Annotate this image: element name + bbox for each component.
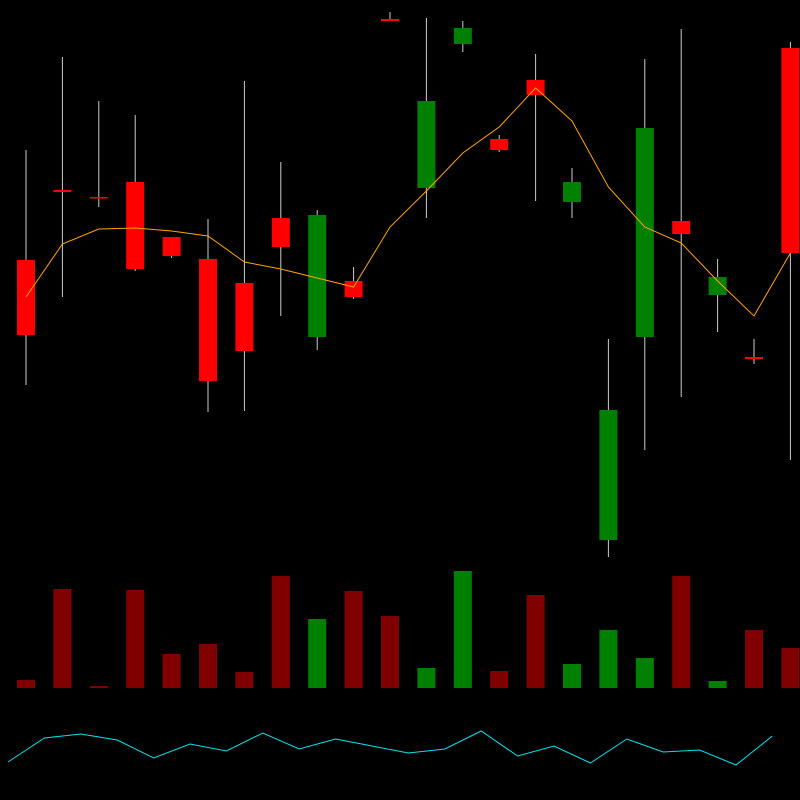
volume-bar (453, 571, 472, 688)
volume-bar (162, 654, 181, 688)
moving-average (25, 87, 791, 317)
candle-body (781, 48, 800, 253)
candle-body (89, 197, 108, 199)
candle-body (162, 237, 181, 256)
volume-bar (599, 630, 618, 688)
candle-body (344, 281, 363, 297)
candle-body (635, 128, 654, 337)
volume-bar (381, 616, 399, 688)
candle-body (417, 101, 436, 188)
candle-body (708, 277, 727, 295)
volume-bar (308, 619, 327, 688)
candle-body (271, 218, 290, 247)
candle-body (381, 19, 399, 21)
candle-body (490, 139, 509, 150)
volume-bar (53, 589, 72, 688)
candle-body (126, 182, 145, 269)
indicator-line (7, 730, 773, 766)
volume-bar (344, 591, 363, 688)
volume-bar (126, 590, 145, 688)
candle-body (599, 410, 618, 540)
volume-bar (672, 576, 691, 688)
candle-body (235, 283, 254, 351)
volume-bar (417, 668, 436, 688)
volume-bar (708, 681, 727, 688)
volume-bar (635, 658, 654, 688)
volume-bar (271, 576, 290, 688)
volume-bar (745, 630, 763, 688)
volume-bar (199, 644, 217, 688)
candle-body (563, 182, 581, 202)
volume-bar (563, 664, 581, 688)
volume-bar (490, 671, 509, 688)
volume-bar (89, 686, 108, 688)
candle-body (453, 28, 472, 44)
candle-body (308, 215, 327, 337)
candle-body (199, 259, 217, 381)
candle-body (53, 190, 72, 192)
volume-bar (235, 672, 254, 688)
candle-body (672, 221, 691, 234)
volume-bar (781, 648, 800, 688)
volume-bar (526, 595, 545, 688)
candle-body (745, 357, 763, 359)
candle-body (17, 260, 35, 335)
volume-bar (17, 680, 35, 688)
